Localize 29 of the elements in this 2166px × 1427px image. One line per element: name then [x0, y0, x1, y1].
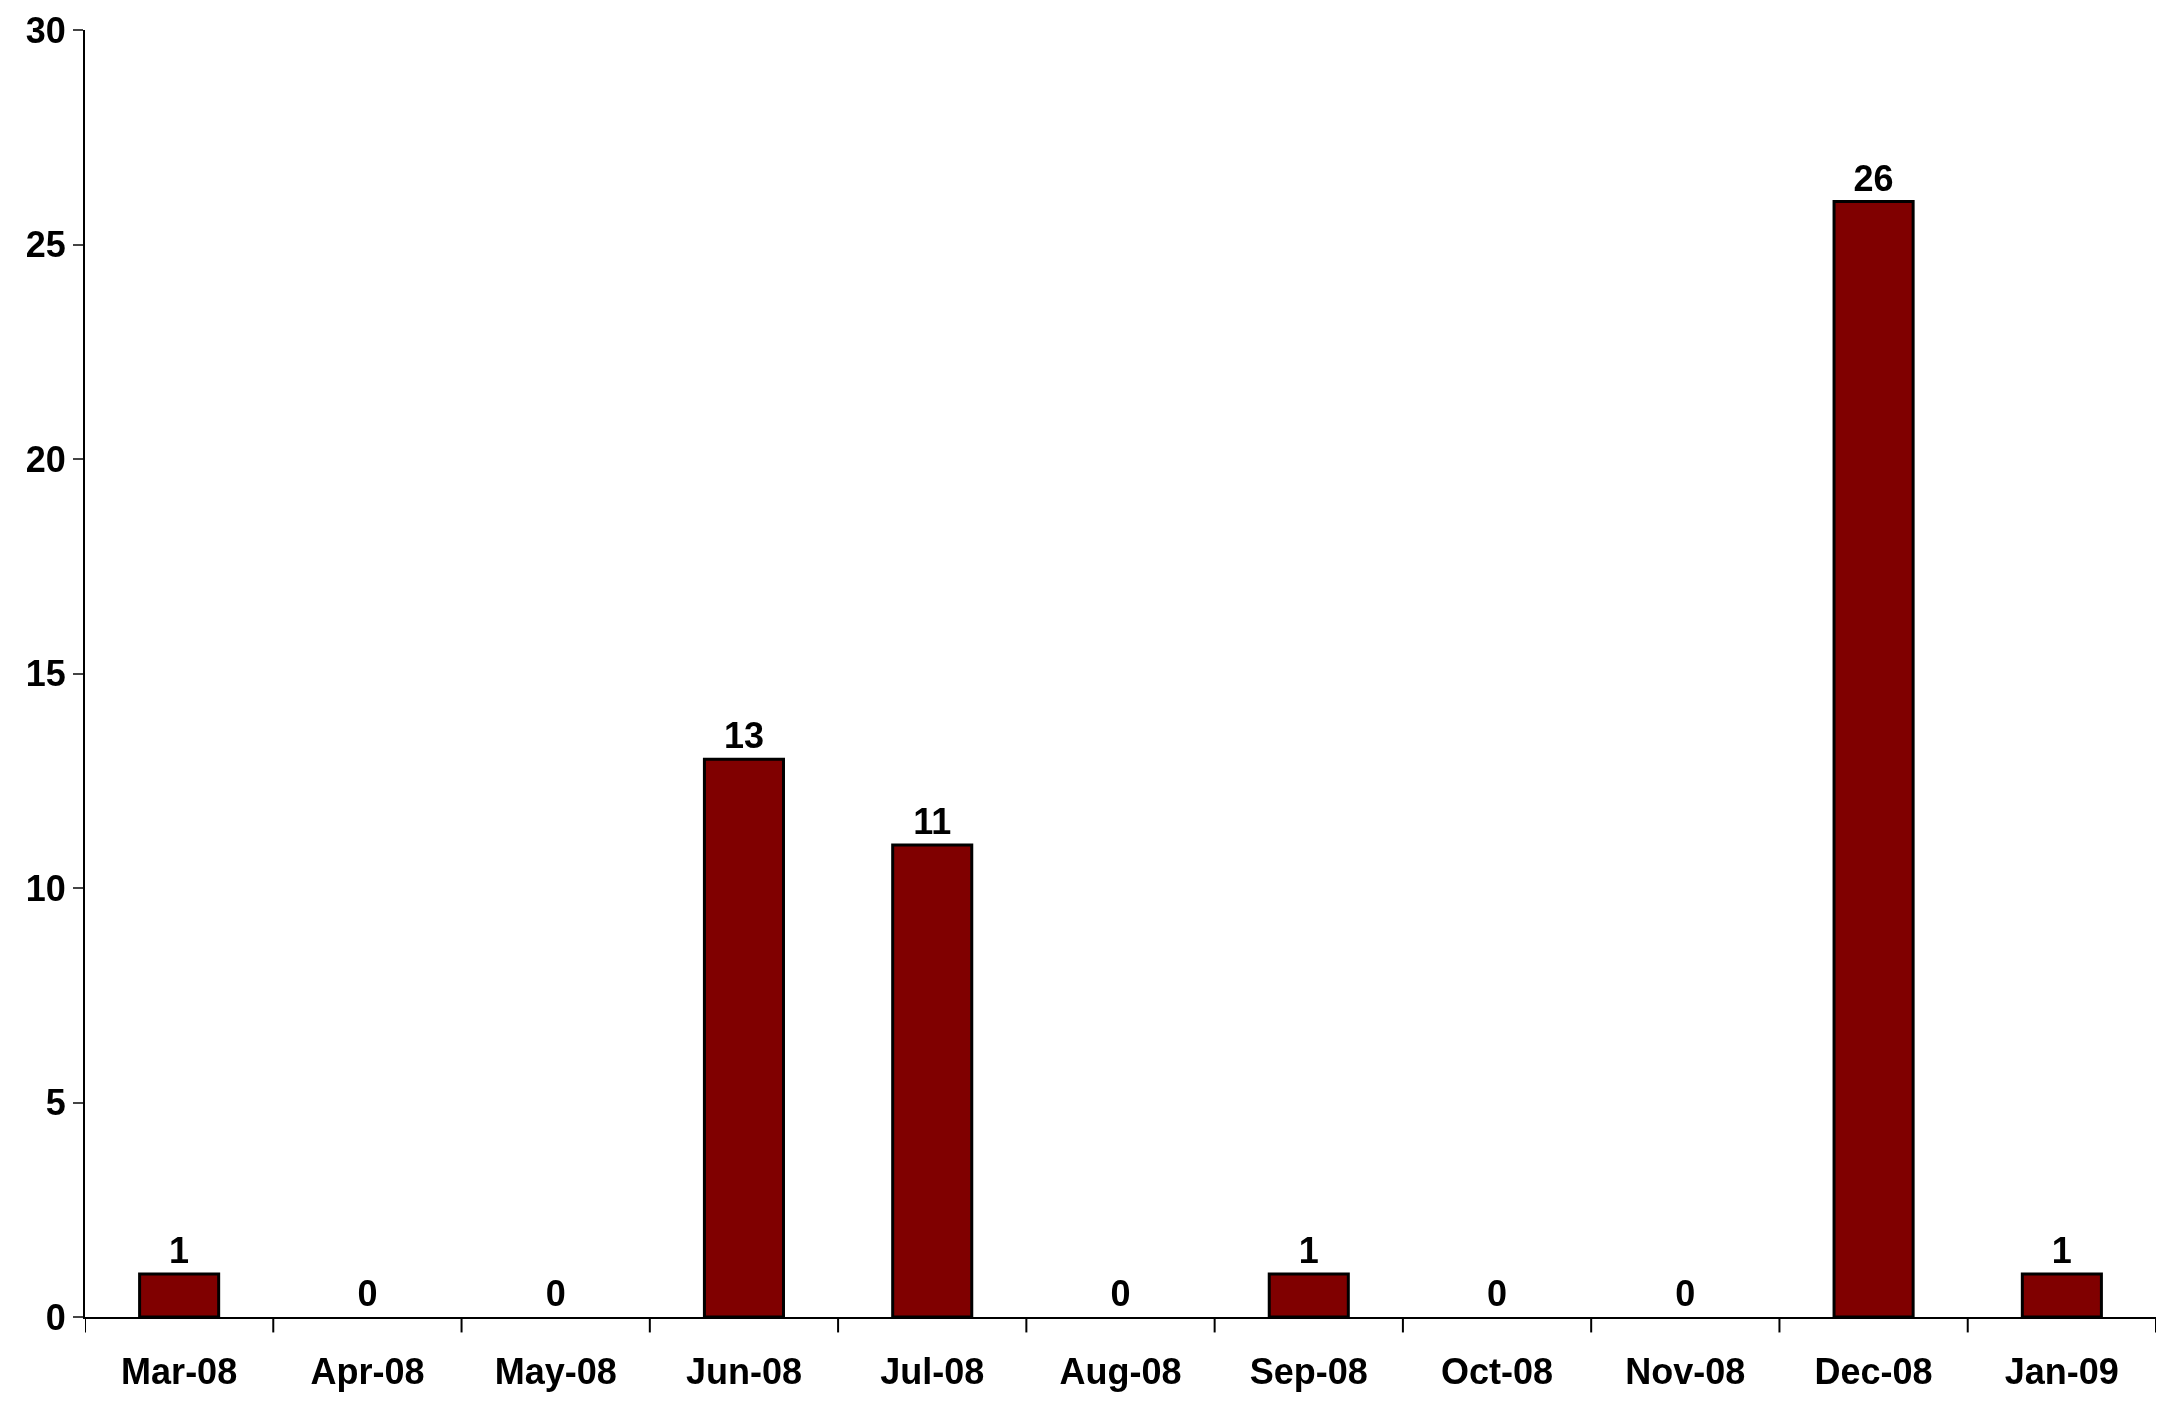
x-tick-label: Oct-08 [1441, 1351, 1554, 1393]
x-tick-label: May-08 [494, 1351, 617, 1393]
data-label: 0 [545, 1273, 566, 1314]
data-label: 0 [357, 1273, 378, 1314]
x-tick-label: Jul-08 [880, 1351, 985, 1393]
x-tick-label: Sep-08 [1249, 1351, 1368, 1393]
x-tick-label: Dec-08 [1814, 1351, 1933, 1393]
x-tick-label: Mar-08 [121, 1351, 238, 1393]
x-tick-label: Nov-08 [1625, 1351, 1746, 1393]
y-tick-label: 10 [25, 867, 66, 909]
data-label: 1 [169, 1230, 190, 1272]
data-label: 26 [1853, 157, 1894, 199]
x-tick-label: Jun-08 [685, 1351, 802, 1393]
y-tick-label: 30 [25, 9, 66, 51]
y-tick-label: 0 [45, 1296, 66, 1338]
y-tick-label: 20 [25, 438, 66, 480]
data-label: 0 [1110, 1273, 1131, 1314]
data-label: 1 [1298, 1230, 1319, 1272]
x-tick-label: Jan-09 [2004, 1351, 2119, 1393]
data-label: 13 [723, 715, 764, 757]
data-label: 0 [1675, 1273, 1696, 1314]
y-tick-label: 5 [45, 1082, 66, 1124]
data-label: 0 [1487, 1273, 1508, 1314]
data-label: 1 [2051, 1230, 2072, 1272]
x-tick-label: Apr-08 [310, 1351, 425, 1393]
data-label: 11 [913, 801, 952, 843]
y-tick-label: 25 [25, 224, 66, 266]
y-tick-label: 15 [25, 653, 66, 695]
x-tick-label: Aug-08 [1059, 1351, 1182, 1393]
